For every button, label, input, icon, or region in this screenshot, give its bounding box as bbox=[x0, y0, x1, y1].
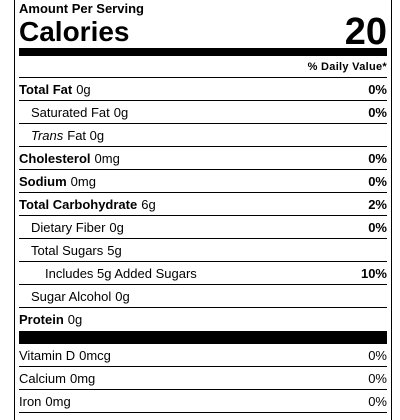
nutrient-amount: 5g bbox=[107, 242, 122, 258]
nutrient-row: Sugar Alcohol 0g bbox=[19, 285, 387, 308]
nutrient-name: Trans bbox=[31, 127, 64, 143]
nutrient-amount: 0g bbox=[109, 219, 124, 235]
nutrient-amount: 6g bbox=[141, 196, 156, 212]
daily-value: 0% bbox=[368, 370, 387, 386]
nutrient-name: Sugar Alcohol bbox=[31, 288, 112, 304]
nutrient-name: Includes 5g Added Sugars bbox=[45, 265, 197, 281]
nutrient-amount: 0g bbox=[115, 288, 130, 304]
nutrient-amount: 0mg bbox=[69, 370, 96, 386]
nutrient-name: Vitamin D bbox=[19, 347, 76, 363]
daily-value: 2% bbox=[368, 196, 387, 212]
nutrient-row: Total Fat 0g 0% bbox=[19, 78, 387, 101]
nutrient-name: Iron bbox=[19, 393, 42, 409]
nutrient-row: Iron 0mg 0% bbox=[19, 390, 387, 413]
daily-value: 0% bbox=[368, 347, 387, 363]
nutrient-label: Protein 0g bbox=[19, 312, 82, 327]
nutrient-label: Total Fat 0g bbox=[19, 82, 91, 97]
nutrient-label: Calcium 0mg bbox=[19, 371, 95, 386]
nutrient-amount: 0g bbox=[113, 104, 129, 120]
nutrient-name: Saturated Fat bbox=[31, 104, 110, 120]
nutrient-row: Total Sugars 5g bbox=[19, 239, 387, 262]
amount-per-serving: Amount Per Serving bbox=[19, 0, 144, 16]
nutrient-row: Vitamin D 0mcg 0% bbox=[19, 344, 387, 367]
nutrition-label: Amount Per Serving Calories 20 % Daily V… bbox=[14, 0, 392, 420]
nutrient-label: Total Carbohydrate 6g bbox=[19, 197, 156, 212]
nutrient-row: Sodium 0mg 0% bbox=[19, 170, 387, 193]
nutrient-name: Dietary Fiber bbox=[31, 219, 106, 235]
nutrient-row: Trans Fat 0g bbox=[19, 124, 387, 147]
nutrient-name: Cholesterol bbox=[19, 150, 91, 166]
nutrient-label: Sugar Alcohol 0g bbox=[19, 289, 130, 304]
nutrient-label: Total Sugars 5g bbox=[19, 243, 122, 258]
nutrient-name: Total Sugars bbox=[31, 242, 104, 258]
daily-value: 0% bbox=[368, 219, 387, 235]
nutrient-name: Protein bbox=[19, 312, 64, 327]
nutrient-row: Cholesterol 0mg 0% bbox=[19, 147, 387, 170]
nutrient-label: Includes 5g Added Sugars bbox=[19, 266, 197, 281]
page: Amount Per Serving Calories 20 % Daily V… bbox=[14, 0, 392, 420]
daily-value-heading: % Daily Value* bbox=[19, 56, 387, 78]
nutrient-row: Saturated Fat 0g 0% bbox=[19, 101, 387, 124]
nutrient-rows: Total Fat 0g 0% Saturated Fat 0g 0% Trans Fat 0… bbox=[19, 78, 387, 413]
daily-value: 0% bbox=[368, 173, 387, 189]
daily-value: 0% bbox=[368, 81, 387, 97]
nutrient-row: Includes 5g Added Sugars 10% bbox=[19, 262, 387, 285]
nutrient-name: Total Fat bbox=[19, 81, 73, 97]
calories-label: Calories bbox=[19, 16, 130, 47]
daily-value: 0% bbox=[368, 104, 387, 120]
nutrient-amount: 0mg bbox=[45, 393, 71, 409]
daily-value: 0% bbox=[368, 150, 387, 166]
divider bbox=[19, 331, 387, 344]
nutrient-amount: 0mg bbox=[94, 150, 120, 166]
nutrient-label: Cholesterol 0mg bbox=[19, 151, 120, 166]
nutrient-amount: Fat 0g bbox=[67, 127, 105, 143]
nutrient-label: Saturated Fat 0g bbox=[19, 105, 128, 120]
nutrient-label: Sodium 0mg bbox=[19, 174, 96, 189]
nutrient-name: Sodium bbox=[19, 173, 67, 189]
nutrient-label: Iron 0mg bbox=[19, 394, 71, 409]
nutrient-row: Total Carbohydrate 6g 2% bbox=[19, 193, 387, 216]
nutrient-label: Dietary Fiber 0g bbox=[19, 220, 124, 235]
nutrient-row: Calcium 0mg 0% bbox=[19, 367, 387, 390]
nutrient-row: Protein 0g bbox=[19, 308, 387, 331]
divider bbox=[19, 48, 387, 56]
nutrient-name: Calcium bbox=[19, 370, 66, 386]
nutrient-amount: 0mg bbox=[70, 173, 96, 189]
nutrient-label: Vitamin D 0mcg bbox=[19, 348, 111, 363]
nutrient-amount: 0mcg bbox=[79, 347, 111, 363]
nutrient-name: Total Carbohydrate bbox=[19, 196, 138, 212]
nutrient-amount: 0g bbox=[67, 312, 83, 327]
daily-value: 0% bbox=[368, 393, 387, 409]
nutrient-label: Trans Fat 0g bbox=[19, 128, 104, 143]
daily-value: 10% bbox=[360, 265, 387, 281]
calories-row: Calories 20 bbox=[19, 11, 387, 53]
nutrient-amount: 0g bbox=[76, 81, 91, 97]
calories-value: 20 bbox=[344, 10, 387, 53]
nutrient-row: Dietary Fiber 0g 0% bbox=[19, 216, 387, 239]
